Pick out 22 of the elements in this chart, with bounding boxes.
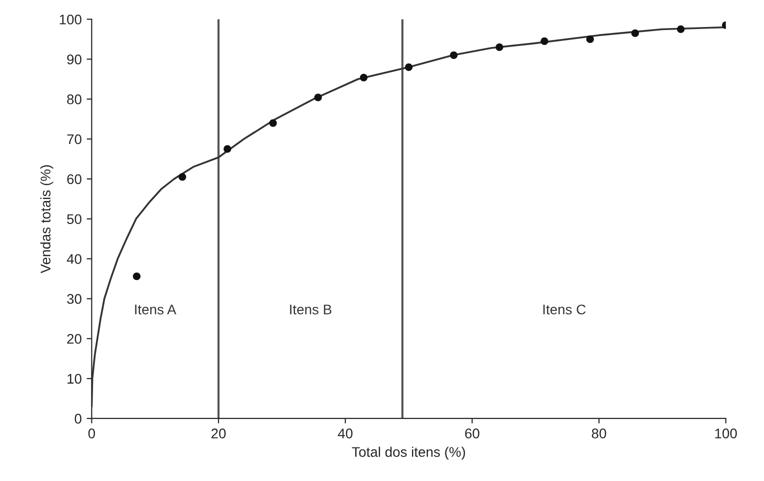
- x-tick-label: 20: [211, 428, 226, 438]
- annotation: Itens A: [135, 304, 176, 314]
- y-tick-label: 20: [67, 334, 82, 344]
- y-tick-label: 100: [60, 14, 82, 24]
- x-tick-label: 40: [338, 428, 353, 438]
- x-tick-label: 60: [465, 428, 480, 438]
- y-tick-label: 10: [68, 374, 82, 384]
- y-axis-title: Vendas totais (%): [40, 165, 54, 274]
- y-tick-label: 70: [67, 134, 82, 144]
- x-tick-label: 0: [88, 428, 95, 438]
- y-tick-label: 80: [67, 94, 82, 104]
- x-axis-title: Total dos itens (%): [352, 446, 465, 460]
- y-tick-label: 0: [74, 414, 82, 424]
- y-tick-label: 60: [67, 174, 82, 184]
- y-tick-label: 90: [67, 54, 82, 64]
- y-tick-label: 40: [66, 254, 82, 264]
- y-tick-label: 30: [67, 294, 82, 304]
- x-tick-label: 80: [592, 428, 606, 438]
- y-tick-label: 50: [67, 214, 82, 224]
- x-tick-label: 100: [715, 428, 737, 438]
- annotation: Itens B: [290, 304, 332, 314]
- annotation: Itens C: [543, 304, 586, 314]
